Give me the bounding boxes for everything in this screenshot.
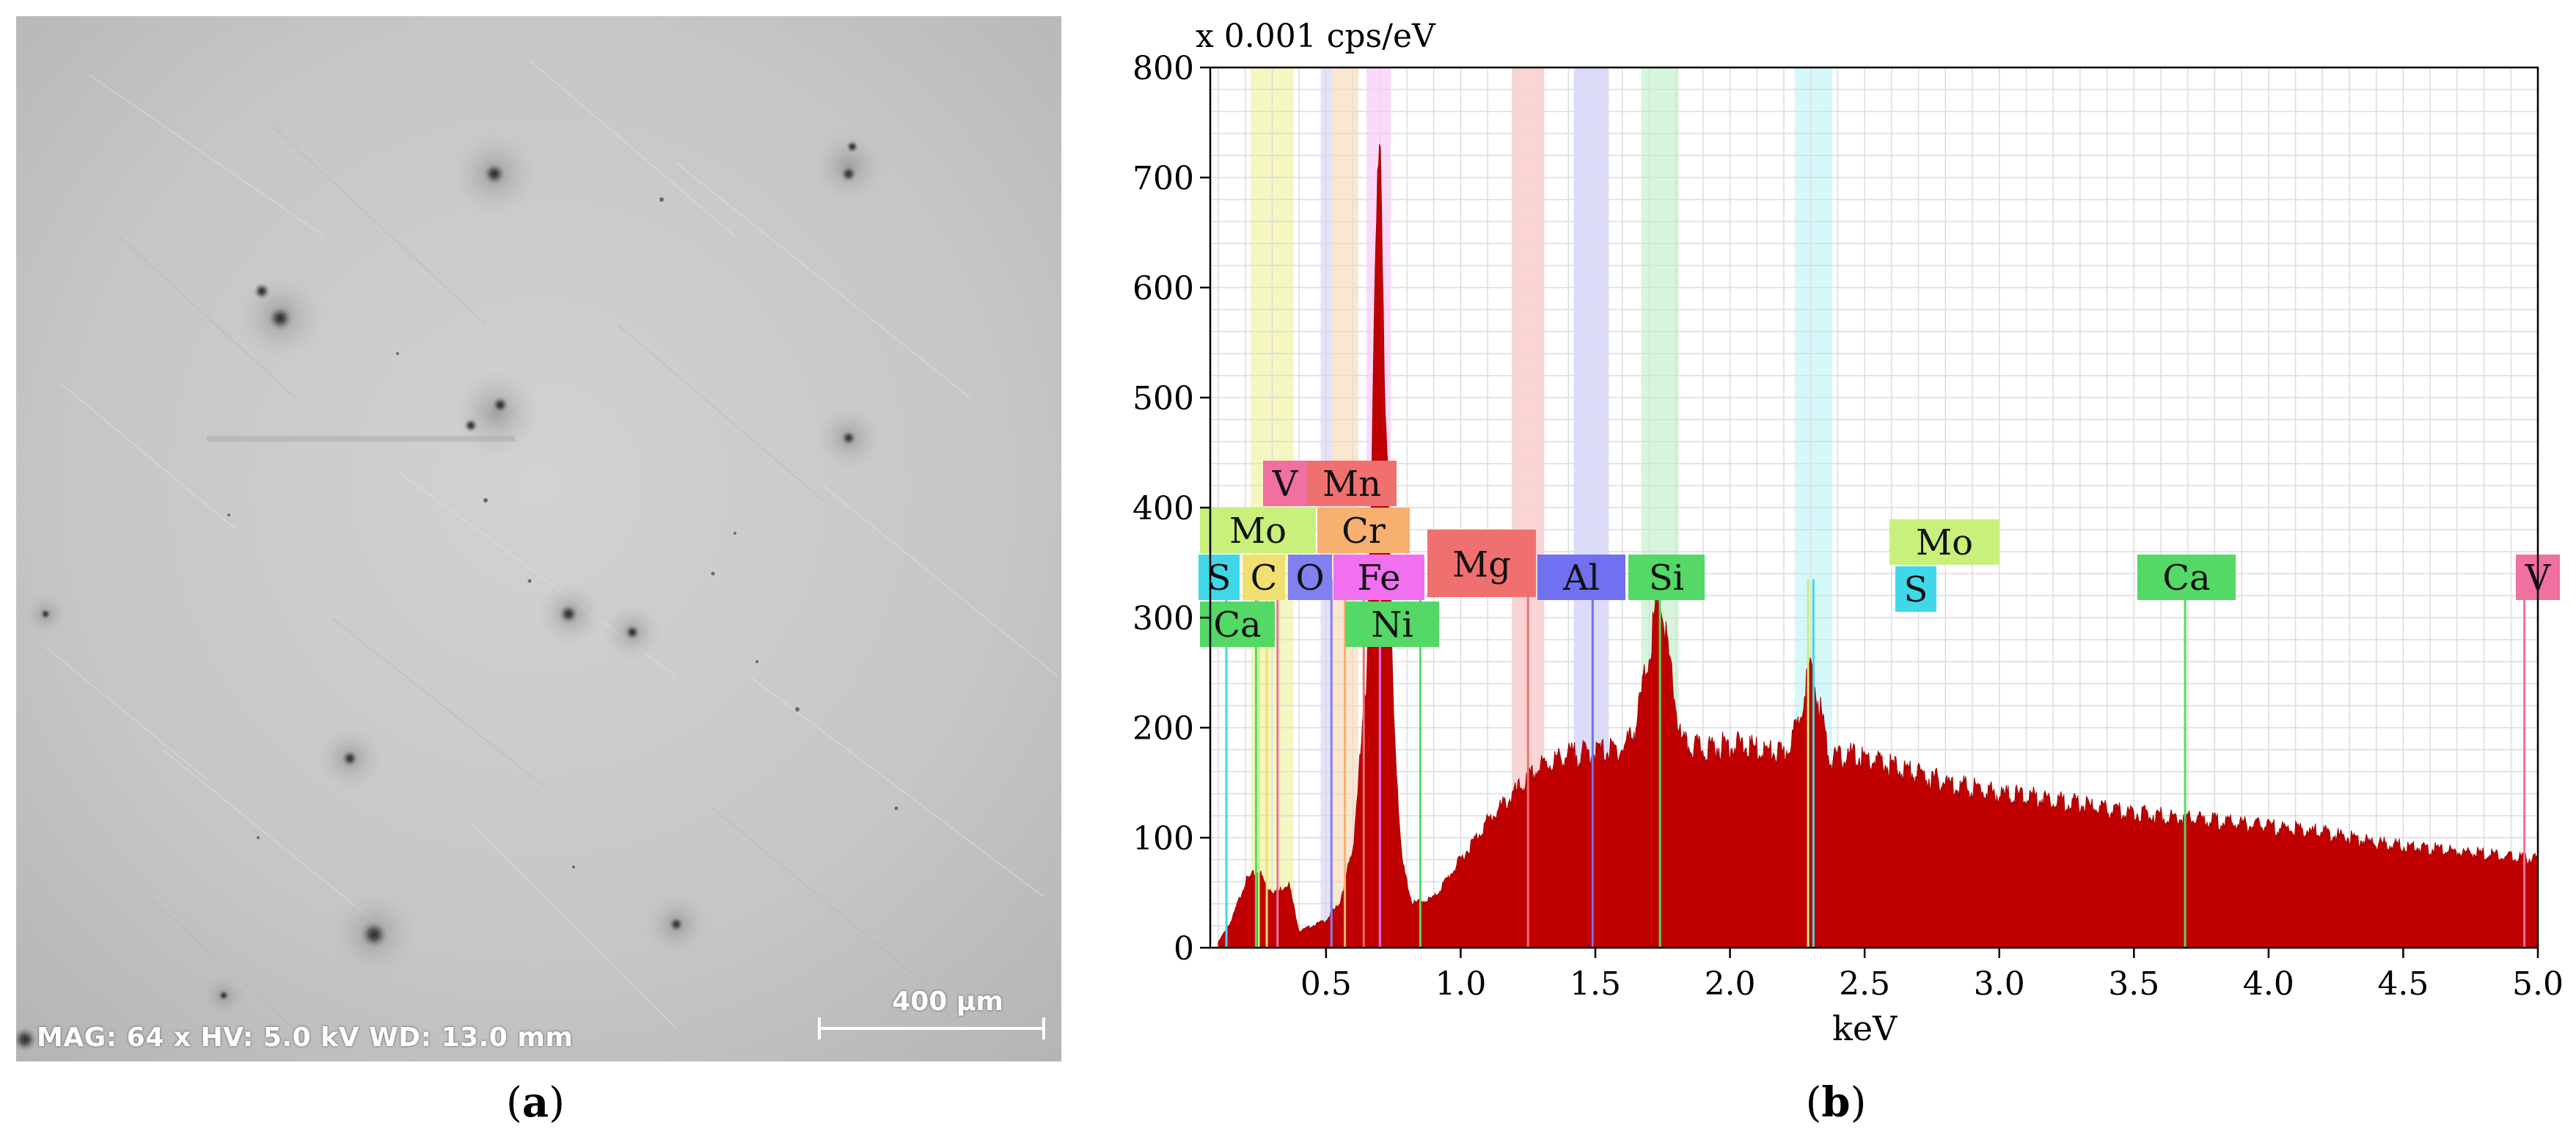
scale-bar [818,1027,1045,1030]
axes: 0 100 200 300 400 500 600 700 800 0.5 1.0 1.5 2.0 2.5… [1133,18,2564,1048]
element-label-box [1895,566,1936,612]
y-tick-label: 700 [1133,160,1194,197]
y-axis-label: x 0.001 cps/eV [1196,18,1436,55]
x-tick-label: 3.0 [1974,965,2025,1003]
element-label-text: Mn [1322,464,1381,505]
element-label-box [1288,555,1332,600]
element-label-box [1200,508,1316,553]
element-label-text: Ni [1371,604,1413,646]
x-tick-label: 3.5 [2108,965,2159,1003]
y-tick-label: 100 [1133,820,1194,858]
x-tick-label: 2.0 [1705,965,1756,1003]
sem-info-bar: MAG: 64 x HV: 5.0 kV WD: 13.0 mm [37,1023,574,1053]
element-label-text: Si [1649,557,1684,599]
element-label-box [1889,519,1999,565]
element-label-box [1333,555,1424,600]
element-label-text: Mo [1916,522,1973,563]
caption-a: (a) [505,1078,565,1127]
element-label-box [1317,508,1410,553]
x-axis-label: keV [1832,1009,1898,1048]
element-label-text: Al [1562,557,1600,599]
y-tick-label: 800 [1133,50,1194,87]
element-label-box [1427,530,1536,597]
element-label-text: Mg [1452,544,1511,585]
caption-a-letter: a [522,1078,549,1127]
element-label-box [2137,555,2236,600]
scale-bar-tick-right [1042,1017,1045,1039]
sem-image [16,16,1061,1061]
x-tick-label: 4.0 [2243,965,2294,1003]
x-tick-label: 4.5 [2377,965,2429,1003]
element-label-text: C [1251,557,1278,599]
element-label-text: Cr [1342,511,1386,552]
x-tick-label: 1.0 [1435,965,1486,1003]
scale-bar-label: 400 µm [892,987,1003,1017]
element-label-box [1263,461,1307,506]
x-tick-label: 2.5 [1839,965,1890,1003]
eds-spectrum-panel: V Mn Mo Cr S C O Fe Mg Al Si Mo S Ca V Ca Ni 0 100 200 300 4… [1086,0,2576,1078]
y-tick-label: 500 [1133,380,1194,417]
caption-b-letter: b [1821,1078,1851,1127]
x-tick-label: 1.5 [1570,965,1621,1003]
spectrum-series [1218,144,2539,948]
scale-bar-tick-left [818,1017,821,1039]
y-tick-label: 400 [1133,490,1194,527]
y-tick-label: 300 [1133,600,1194,637]
element-label-text: Ca [1213,604,1261,646]
element-label-box [1200,602,1275,647]
element-label-text: S [1904,569,1928,610]
sem-micrograph: MAG: 64 x HV: 5.0 kV WD: 13.0 mm 400 µm [16,16,1061,1061]
x-tick-label: 0.5 [1300,965,1352,1003]
x-tick-label: 5.0 [2512,965,2564,1003]
caption-b: (b) [1805,1078,1867,1127]
element-label-text: V [1272,464,1299,505]
spectrum-area [1218,144,2539,948]
y-tick-label: 600 [1133,270,1194,307]
y-tick-label: 0 [1174,930,1194,968]
element-label-text: Fe [1357,557,1400,599]
element-label-text: O [1295,557,1324,599]
element-label-text: Ca [2162,557,2210,599]
element-label-box [1243,555,1285,600]
element-label-box [1307,461,1397,506]
element-label-box [1628,555,1705,600]
element-label-box [1537,555,1625,600]
element-label-text: Mo [1229,511,1287,552]
element-label-box [1199,555,1240,600]
y-tick-label: 200 [1133,710,1194,747]
element-label-box [1345,602,1439,647]
